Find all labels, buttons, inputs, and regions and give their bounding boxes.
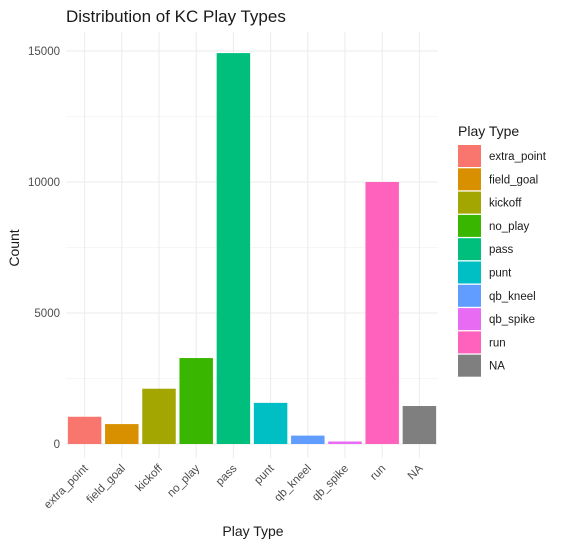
legend-key-field-goal: [458, 168, 481, 191]
legend-label-punt: punt: [489, 268, 512, 280]
y-tick-labels: 0 5000 10000 15000: [28, 46, 60, 451]
bars: [67, 53, 437, 444]
y-tick-label: 10000: [28, 177, 60, 189]
chart-title: Distribution of KC Play Types: [66, 7, 286, 26]
x-tick-label: field_goal: [85, 463, 128, 506]
x-tick-label: NA: [406, 462, 426, 482]
legend-key-qb-spike: [458, 308, 481, 331]
legend-label-na: NA: [489, 361, 505, 373]
legend-label-no-play: no_play: [489, 221, 530, 233]
bar-qb-spike: [328, 441, 362, 444]
bar-kickoff: [142, 388, 176, 444]
bar-na: [402, 406, 437, 444]
x-tick-label: run: [368, 463, 388, 483]
legend-label-qb-spike: qb_spike: [489, 314, 535, 326]
legend-key-kickoff: [458, 191, 481, 214]
legend-label-field-goal: field_goal: [489, 174, 538, 186]
x-tick-label: extra_point: [42, 462, 91, 511]
y-tick-label: 5000: [34, 308, 60, 320]
bar-field-goal: [105, 424, 139, 444]
y-axis-title: Count: [6, 229, 22, 266]
legend-key-qb-kneel: [458, 284, 481, 307]
legend-key-pass: [458, 238, 481, 261]
legend-label-qb-kneel: qb_kneel: [489, 291, 536, 303]
legend-label-run: run: [489, 337, 506, 349]
legend-title: Play Type: [458, 123, 519, 139]
bar-run: [365, 182, 399, 444]
legend-key-punt: [458, 261, 481, 284]
legend-label-pass: pass: [489, 244, 514, 256]
x-tick-label: no_play: [165, 462, 202, 499]
x-tick-label: qb_kneel: [272, 463, 313, 504]
x-tick-label: pass: [214, 462, 240, 488]
x-tick-label: qb_spike: [310, 463, 351, 504]
bar-qb-kneel: [291, 435, 325, 444]
legend-key-no-play: [458, 214, 481, 237]
x-tick-label: punt: [252, 462, 277, 487]
legend-key-na: [458, 354, 481, 377]
bar-extra-point: [67, 416, 102, 444]
x-tick-label: kickoff: [134, 462, 166, 494]
bar-punt: [253, 402, 288, 444]
y-tick-label: 0: [54, 439, 60, 451]
legend-label-kickoff: kickoff: [489, 198, 522, 210]
bar-no-play: [179, 358, 213, 444]
legend-label-extra-point: extra_point: [489, 151, 547, 163]
bar-pass: [216, 53, 251, 444]
y-tick-label: 15000: [28, 46, 60, 58]
legend-key-extra-point: [458, 145, 481, 167]
legend-key-run: [458, 331, 481, 354]
x-axis-title: Play Type: [222, 523, 283, 539]
